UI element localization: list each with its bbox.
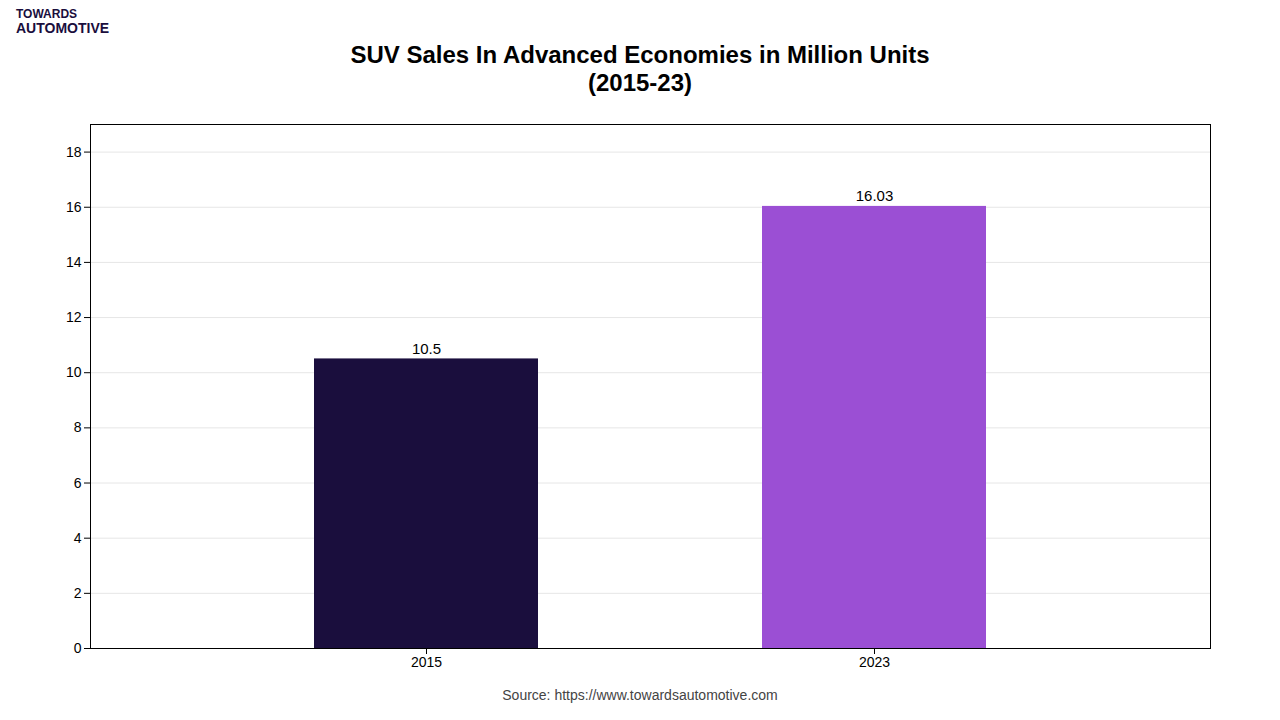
html-text:Source: https://www.towardsaut: Source: https://www.towardsautomotive.co… [502, 687, 778, 704]
svg-text:10: 10 [66, 364, 82, 380]
html-text:TOWARDS: TOWARDS [16, 7, 78, 21]
html-text:AUTOMOTIVE: AUTOMOTIVE [16, 20, 110, 37]
svg-text:18: 18 [66, 144, 82, 160]
svg-text:2015: 2015 [411, 655, 442, 671]
svg-text:6: 6 [74, 475, 82, 491]
html-text:SUV Sales In Advanced Economie: SUV Sales In Advanced Economies in Milli… [350, 40, 930, 97]
svg-text:12: 12 [66, 309, 82, 325]
svg-text:8: 8 [74, 420, 82, 436]
svg-text:16.03: 16.03 [856, 187, 894, 204]
svg-text:0: 0 [74, 640, 82, 656]
svg-text:2023: 2023 [859, 655, 890, 671]
svg-text:10.5: 10.5 [412, 340, 441, 357]
svg-text:16: 16 [66, 199, 82, 215]
svg-text:4: 4 [74, 530, 82, 546]
svg-text:2: 2 [74, 585, 82, 601]
svg-text:14: 14 [66, 254, 82, 270]
